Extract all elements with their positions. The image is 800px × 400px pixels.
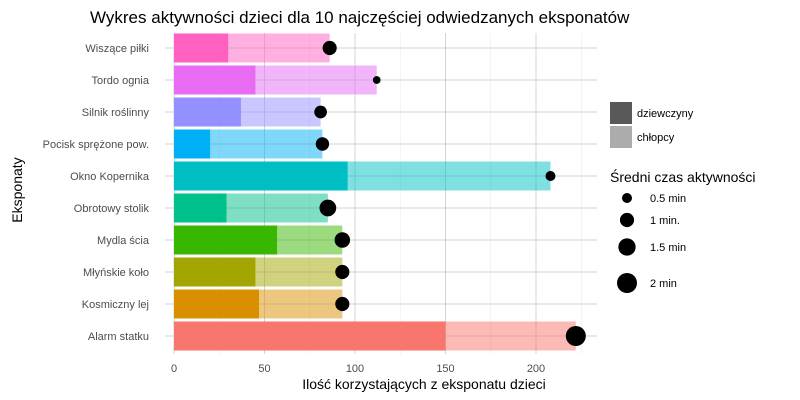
bar-girls	[174, 129, 211, 159]
bar-boys	[210, 129, 323, 159]
size-legend-circle	[617, 273, 637, 293]
y-tick-label: Młyńskie koło	[83, 267, 149, 279]
bar-girls	[174, 193, 227, 223]
size-legend-circle	[622, 193, 632, 203]
x-tick-label: 0	[171, 363, 177, 375]
size-legend-circle	[618, 238, 636, 256]
y-tick-label: Okno Kopernika	[70, 171, 150, 183]
bar-boys	[228, 33, 330, 63]
bar-girls	[174, 321, 446, 351]
bar-girls	[174, 289, 260, 319]
bar-boys	[445, 321, 576, 351]
size-legend-label: 1.5 min	[650, 242, 686, 254]
y-tick-label: Silnik roślinny	[82, 107, 150, 119]
bar-boys	[347, 161, 551, 191]
x-tick-label: 150	[436, 363, 454, 375]
bar-boys	[259, 289, 343, 319]
avg-time-point	[372, 76, 381, 84]
chart-title: Wykres aktywności dzieci dla 10 najczęśc…	[90, 8, 630, 27]
plot-area: 0 50 100 150 200 Wiszące piłki Tordo ognia Siln…	[43, 33, 597, 375]
size-legend-title: Średni czas aktywności	[610, 168, 756, 185]
size-legend-circle	[619, 212, 635, 228]
legend-key-girls	[610, 102, 632, 124]
avg-time-point	[322, 40, 337, 56]
size-legend-label: 2 min	[650, 278, 677, 290]
avg-time-point	[335, 296, 350, 312]
legend-label: chłopcy	[637, 132, 675, 144]
y-tick-label: Obrotowy stolik	[74, 203, 150, 215]
avg-time-point	[319, 199, 337, 217]
bar-boys	[255, 65, 377, 95]
bar-girls	[174, 65, 256, 95]
y-tick-label: Alarm statku	[88, 331, 149, 343]
legend-key-boys	[610, 126, 632, 148]
bar-girls	[174, 97, 241, 127]
bar-girls	[174, 225, 278, 255]
legend: dziewczyny chłopcy Średni czas aktywności 0…	[610, 102, 756, 293]
size-legend-label: 0.5 min	[650, 193, 686, 205]
size-legend-label: 1 min.	[650, 215, 680, 227]
y-tick-label: Pocisk sprężone pow.	[43, 139, 149, 151]
bar-boys	[277, 225, 343, 255]
bar-boys	[255, 257, 343, 287]
avg-time-point	[545, 171, 556, 181]
y-axis-title: Eksponaty	[9, 157, 25, 222]
avg-time-point	[335, 264, 350, 280]
x-axis-title: Ilość korzystających z eksponatu dzieci	[302, 376, 546, 392]
avg-time-point	[565, 326, 586, 346]
x-tick-label: 50	[258, 363, 270, 375]
y-tick-label: Wiszące piłki	[85, 43, 149, 55]
bar-girls	[174, 161, 348, 191]
x-tick-label: 100	[346, 363, 364, 375]
y-tick-label: Kosmiczny lej	[82, 299, 149, 311]
y-tick-label: Tordo ognia	[92, 75, 150, 87]
x-tick-label: 200	[527, 363, 545, 375]
avg-time-point	[314, 105, 327, 119]
legend-label: dziewczyny	[637, 108, 694, 120]
avg-time-point	[315, 137, 330, 151]
bar-boys	[226, 193, 328, 223]
avg-time-point	[334, 232, 351, 248]
y-tick-label: Mydla ścia	[97, 235, 150, 247]
bar-boys	[240, 97, 321, 127]
bar-girls	[174, 257, 256, 287]
bar-girls	[174, 33, 229, 63]
